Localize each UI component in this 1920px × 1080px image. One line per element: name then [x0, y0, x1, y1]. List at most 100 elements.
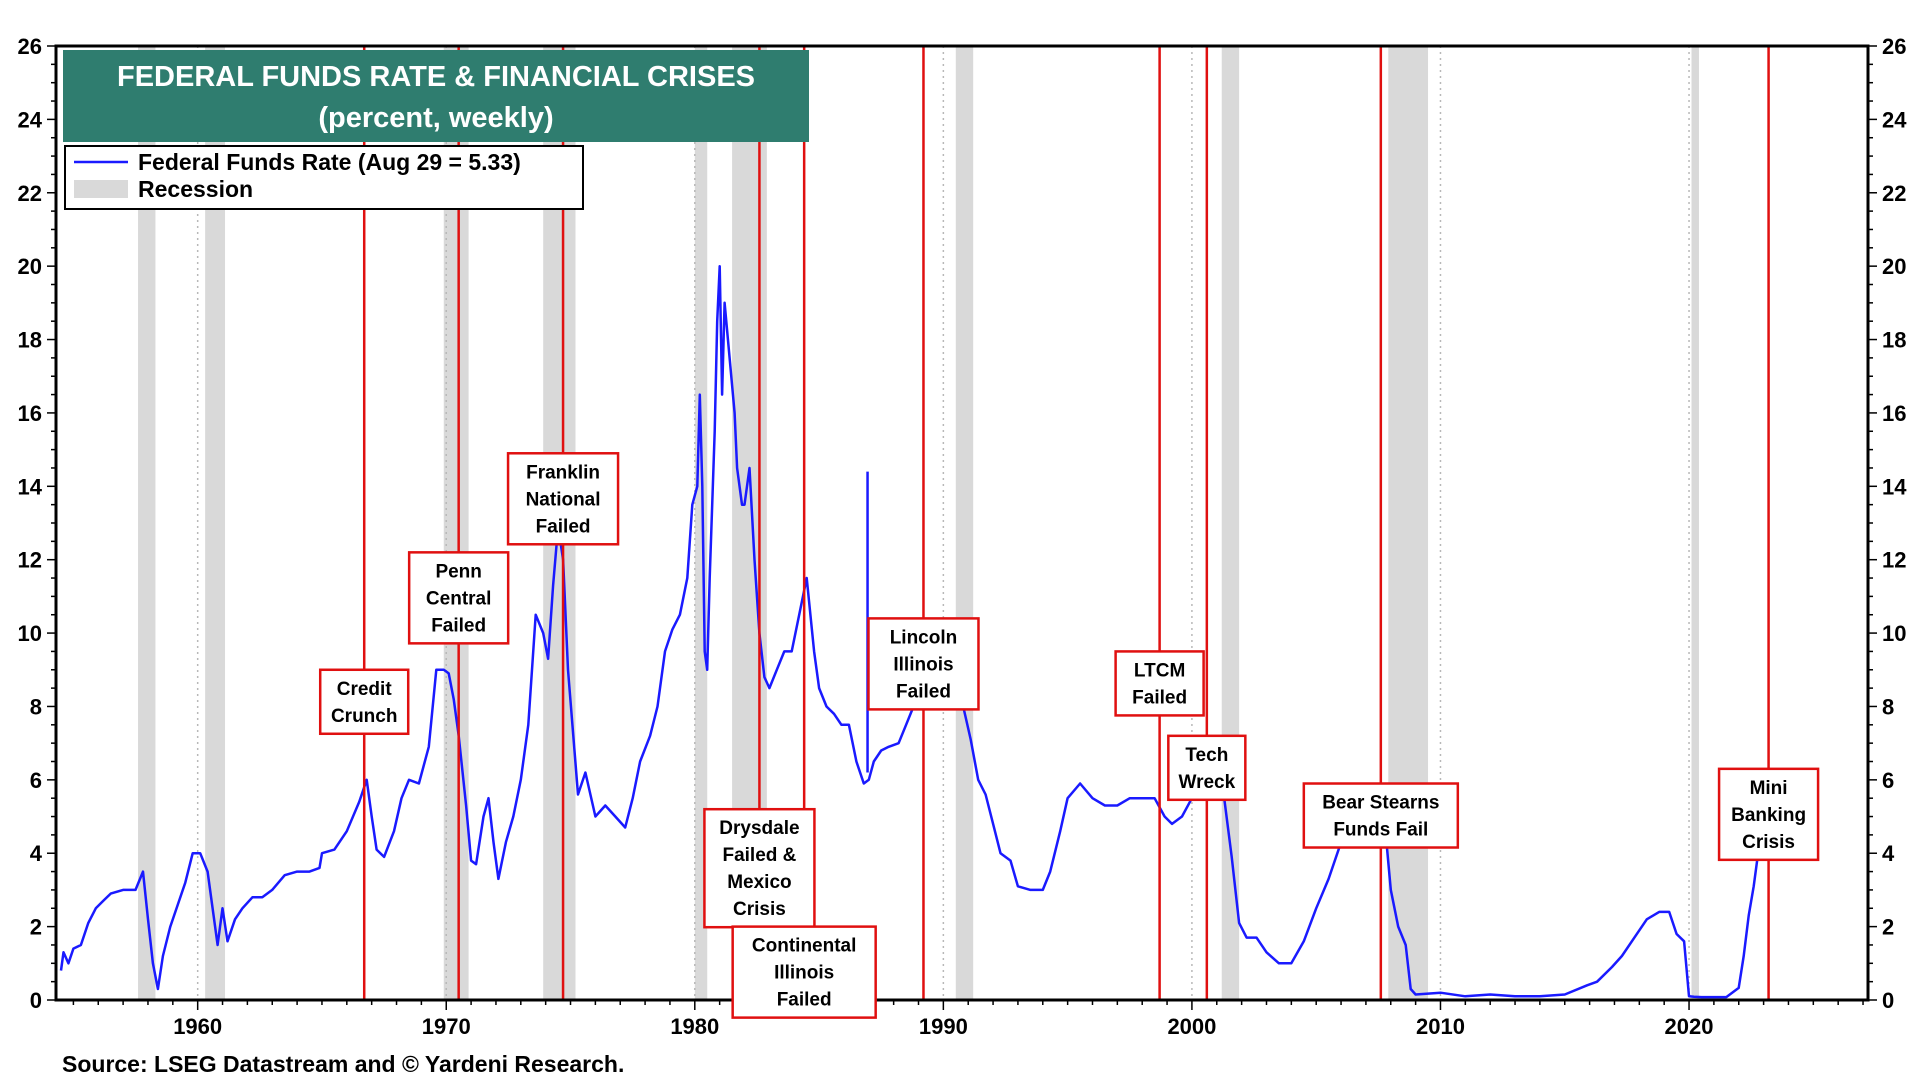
- crisis-annotation-0: Credit Crunch: [318, 668, 410, 736]
- y-tick-label-right: 8: [1882, 694, 1894, 719]
- y-tick-label-left: 16: [18, 401, 42, 426]
- y-tick-label-left: 24: [18, 107, 43, 132]
- crisis-annotation-label: Drysdale: [719, 818, 799, 839]
- crisis-annotation-label: Wreck: [1178, 772, 1235, 793]
- y-tick-label-left: 18: [18, 328, 42, 353]
- crisis-annotation-box: [506, 452, 620, 546]
- y-tick-label-right: 26: [1882, 34, 1906, 59]
- recession-band-4: [694, 46, 708, 1000]
- crisis-annotation-label: Crunch: [331, 706, 398, 727]
- legend-label-recession: Recession: [138, 176, 253, 202]
- crisis-annotation-2: Franklin National Failed: [506, 452, 620, 546]
- crisis-annotation-label: Central: [426, 588, 491, 609]
- recession-band-8: [1388, 46, 1429, 1000]
- crisis-annotation-8: Bear Stearns Funds Fail: [1302, 782, 1460, 849]
- y-tick-label-right: 20: [1882, 254, 1906, 279]
- crisis-annotation-label: Mexico: [727, 872, 791, 893]
- x-tick-label: 1980: [670, 1014, 719, 1039]
- chart-title: FEDERAL FUNDS RATE & FINANCIAL CRISES: [117, 61, 755, 93]
- recession-band-6: [955, 46, 974, 1000]
- crisis-annotation-label: Crisis: [733, 899, 786, 920]
- y-tick-label-left: 26: [18, 34, 42, 59]
- crisis-annotation-label: Illinois: [774, 963, 834, 984]
- crisis-annotation-label: Mini: [1750, 778, 1788, 799]
- y-tick-label-right: 6: [1882, 768, 1894, 793]
- y-tick-label-right: 18: [1882, 328, 1906, 353]
- x-tick-label: 1970: [422, 1014, 471, 1039]
- crisis-annotation-label: Tech: [1185, 745, 1228, 766]
- crisis-annotation-9: Mini Banking Crisis: [1717, 767, 1820, 862]
- crisis-annotation-box: [1717, 767, 1820, 862]
- series-line-fed-funds-rate: [59, 264, 1801, 999]
- crisis-annotation-box: [1167, 734, 1247, 802]
- legend-label-fed-funds: Federal Funds Rate (Aug 29 = 5.33): [138, 149, 521, 175]
- crisis-annotation-3: Drysdale Failed & Mexico Crisis: [703, 807, 816, 929]
- recession-band-9: [1691, 46, 1699, 1000]
- y-tick-label-left: 8: [30, 694, 42, 719]
- title-box: FEDERAL FUNDS RATE & FINANCIAL CRISES (p…: [63, 50, 809, 142]
- crisis-annotation-label: Credit: [337, 679, 393, 700]
- legend: Federal Funds Rate (Aug 29 = 5.33) Reces…: [64, 145, 584, 210]
- crisis-annotation-label: Crisis: [1742, 832, 1795, 853]
- crisis-annotation-label: Penn: [435, 561, 481, 582]
- x-tick-label: 1990: [919, 1014, 968, 1039]
- crisis-annotation-label: Failed: [431, 615, 486, 636]
- recession-band-0: [138, 46, 156, 1000]
- y-tick-label-left: 12: [18, 548, 42, 573]
- y-tick-label-left: 2: [30, 915, 42, 940]
- crisis-annotation-5: Lincoln Illinois Failed: [867, 617, 980, 711]
- y-tick-label-left: 20: [18, 254, 42, 279]
- y-tick-label-left: 14: [18, 474, 43, 499]
- y-tick-label-right: 14: [1882, 474, 1907, 499]
- crisis-annotation-7: Tech Wreck: [1167, 734, 1247, 802]
- crisis-annotation-label: Failed: [896, 681, 951, 702]
- crisis-annotation-box: [318, 668, 410, 736]
- x-tick-label: 1960: [173, 1014, 222, 1039]
- recession-band-1: [205, 46, 226, 1000]
- legend-band-swatch: [74, 180, 128, 198]
- crisis-annotation-box: [407, 551, 510, 645]
- y-tick-label-left: 6: [30, 768, 42, 793]
- crisis-annotation-label: Continental: [752, 936, 857, 957]
- crisis-annotation-label: Failed: [536, 516, 591, 537]
- crisis-annotation-label: Lincoln: [890, 627, 958, 648]
- y-tick-label-right: 0: [1882, 988, 1894, 1013]
- crisis-annotation-box: [1302, 782, 1460, 849]
- source-note: Source: LSEG Datastream and © Yardeni Re…: [62, 1051, 624, 1077]
- crisis-annotations: Credit Crunch Penn Central Failed Franklin Nat…: [318, 452, 1820, 1019]
- crisis-annotation-6: LTCM Failed: [1114, 650, 1205, 717]
- crisis-annotation-label: LTCM: [1134, 660, 1185, 681]
- y-tick-label-right: 16: [1882, 401, 1906, 426]
- y-tick-label-right: 10: [1882, 621, 1906, 646]
- crisis-annotation-label: Failed: [1132, 687, 1187, 708]
- y-tick-label-left: 10: [18, 621, 42, 646]
- crisis-annotation-label: Illinois: [893, 654, 953, 675]
- crisis-annotation-4: Continental Illinois Failed: [731, 925, 877, 1019]
- crisis-annotation-box: [867, 617, 980, 711]
- crisis-annotation-box: [703, 807, 816, 929]
- crisis-annotation-label: Failed: [777, 990, 832, 1011]
- crisis-annotation-label: Bear Stearns: [1322, 793, 1439, 814]
- y-tick-label-right: 2: [1882, 915, 1894, 940]
- x-tick-label: 2010: [1416, 1014, 1465, 1039]
- crisis-annotation-box: [731, 925, 877, 1019]
- x-tick-label: 2000: [1167, 1014, 1216, 1039]
- crisis-annotation-label: Franklin: [526, 462, 600, 483]
- crisis-annotation-1: Penn Central Failed: [407, 551, 510, 645]
- y-tick-label-right: 24: [1882, 107, 1907, 132]
- y-tick-label-right: 4: [1882, 841, 1895, 866]
- chart-subtitle: (percent, weekly): [318, 102, 553, 134]
- crisis-annotation-label: Failed &: [722, 845, 796, 866]
- y-tick-label-left: 0: [30, 988, 42, 1013]
- crisis-annotation-box: [1114, 650, 1205, 717]
- x-tick-label: 2020: [1665, 1014, 1714, 1039]
- y-tick-label-right: 22: [1882, 181, 1906, 206]
- crisis-annotation-label: Banking: [1731, 805, 1806, 826]
- y-tick-label-left: 22: [18, 181, 42, 206]
- y-tick-label-left: 4: [30, 841, 43, 866]
- crisis-annotation-label: Funds Fail: [1333, 820, 1428, 841]
- y-tick-label-right: 12: [1882, 548, 1906, 573]
- crisis-annotation-label: National: [526, 489, 601, 510]
